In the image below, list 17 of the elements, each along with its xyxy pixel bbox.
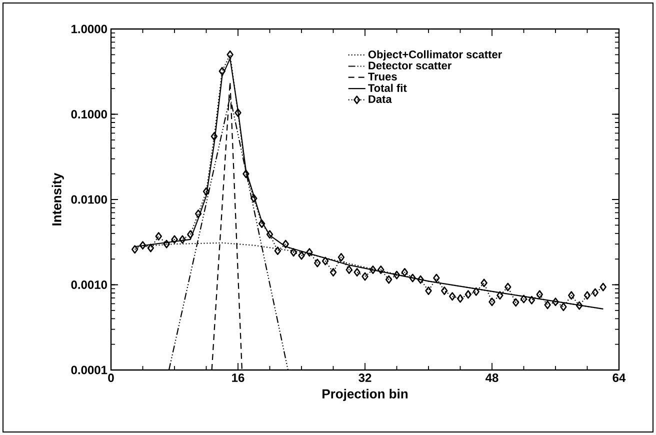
y-tick-label: 0.0100: [71, 195, 107, 204]
legend-label: Object+Collimator scatter: [368, 50, 502, 60]
legend-label: Trues: [368, 72, 397, 80]
x-tick-label: 48: [486, 374, 498, 382]
y-tick-label: 1.0000: [72, 24, 107, 34]
x-tick-label: 16: [232, 374, 244, 382]
x-axis-title: Projection bin: [322, 388, 408, 402]
x-tick-label: 0: [108, 374, 114, 382]
y-axis-title: Intensity: [52, 172, 64, 226]
y-tick-label: 0.0010: [71, 280, 107, 289]
legend-label: Data: [368, 95, 392, 103]
legend-label: Total fit: [368, 84, 407, 92]
y-tick-label: 0.0001: [71, 366, 108, 374]
x-tick-label: 32: [358, 374, 372, 382]
y-tick-label: 0.1000: [71, 110, 107, 118]
x-tick-label: 64: [612, 374, 626, 382]
legend-label: Detector scatter: [368, 62, 452, 70]
